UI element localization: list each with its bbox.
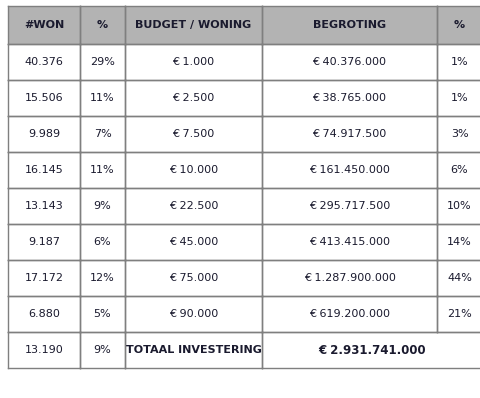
- Text: 9.989: 9.989: [28, 129, 60, 139]
- Text: € 413.415.000: € 413.415.000: [309, 237, 390, 247]
- Text: 5%: 5%: [94, 309, 111, 319]
- Text: € 45.000: € 45.000: [169, 237, 218, 247]
- Bar: [80, 224, 125, 260]
- Bar: [437, 152, 480, 188]
- Bar: [8, 188, 80, 224]
- Bar: [8, 6, 80, 44]
- Text: 11%: 11%: [90, 165, 115, 175]
- Bar: [8, 80, 80, 116]
- Text: € 1.287.900.000: € 1.287.900.000: [303, 273, 396, 283]
- Bar: [125, 260, 262, 296]
- Bar: [125, 44, 262, 80]
- Text: € 75.000: € 75.000: [169, 273, 218, 283]
- Bar: [125, 188, 262, 224]
- Text: 7%: 7%: [94, 129, 111, 139]
- Bar: [262, 296, 437, 332]
- Text: 13.190: 13.190: [24, 345, 63, 355]
- Bar: [8, 152, 80, 188]
- Text: € 22.500: € 22.500: [169, 201, 218, 211]
- Bar: [125, 332, 262, 368]
- Text: BEGROTING: BEGROTING: [313, 20, 386, 30]
- Bar: [262, 152, 437, 188]
- Bar: [125, 6, 262, 44]
- Text: 9%: 9%: [94, 201, 111, 211]
- Bar: [437, 116, 480, 152]
- Text: € 10.000: € 10.000: [169, 165, 218, 175]
- Text: € 295.717.500: € 295.717.500: [309, 201, 390, 211]
- Text: BUDGET / WONING: BUDGET / WONING: [135, 20, 252, 30]
- Text: € 7.500: € 7.500: [172, 129, 215, 139]
- Text: %: %: [97, 20, 108, 30]
- Bar: [8, 260, 80, 296]
- Text: 15.506: 15.506: [24, 93, 63, 103]
- Text: € 38.765.000: € 38.765.000: [312, 93, 386, 103]
- Text: #WON: #WON: [24, 20, 64, 30]
- Bar: [125, 152, 262, 188]
- Text: 13.143: 13.143: [24, 201, 63, 211]
- Bar: [262, 188, 437, 224]
- Text: 12%: 12%: [90, 273, 115, 283]
- Bar: [8, 44, 80, 80]
- Text: 16.145: 16.145: [24, 165, 63, 175]
- Bar: [8, 224, 80, 260]
- Bar: [262, 224, 437, 260]
- Bar: [262, 260, 437, 296]
- Bar: [437, 6, 480, 44]
- Text: € 40.376.000: € 40.376.000: [312, 57, 386, 67]
- Text: 40.376: 40.376: [24, 57, 63, 67]
- Text: %: %: [454, 20, 465, 30]
- Bar: [437, 224, 480, 260]
- Text: 10%: 10%: [447, 201, 472, 211]
- Bar: [262, 116, 437, 152]
- Bar: [80, 296, 125, 332]
- Text: 21%: 21%: [447, 309, 472, 319]
- Text: 6.880: 6.880: [28, 309, 60, 319]
- Text: € 90.000: € 90.000: [169, 309, 218, 319]
- Text: 6%: 6%: [94, 237, 111, 247]
- Text: 9.187: 9.187: [28, 237, 60, 247]
- Text: 1%: 1%: [451, 57, 468, 67]
- Bar: [262, 332, 480, 368]
- Bar: [8, 332, 80, 368]
- Bar: [80, 332, 125, 368]
- Text: € 2.931.741.000: € 2.931.741.000: [318, 343, 426, 357]
- Bar: [125, 80, 262, 116]
- Bar: [80, 116, 125, 152]
- Text: 1%: 1%: [451, 93, 468, 103]
- Bar: [262, 80, 437, 116]
- Bar: [262, 6, 437, 44]
- Bar: [8, 296, 80, 332]
- Bar: [80, 80, 125, 116]
- Text: 14%: 14%: [447, 237, 472, 247]
- Bar: [8, 116, 80, 152]
- Bar: [80, 188, 125, 224]
- Bar: [437, 260, 480, 296]
- Bar: [125, 224, 262, 260]
- Text: 11%: 11%: [90, 93, 115, 103]
- Text: TOTAAL INVESTERING: TOTAAL INVESTERING: [126, 345, 262, 355]
- Bar: [262, 44, 437, 80]
- Bar: [125, 296, 262, 332]
- Text: € 619.200.000: € 619.200.000: [309, 309, 390, 319]
- Text: 3%: 3%: [451, 129, 468, 139]
- Bar: [437, 44, 480, 80]
- Text: € 161.450.000: € 161.450.000: [309, 165, 390, 175]
- Bar: [437, 296, 480, 332]
- Text: € 74.917.500: € 74.917.500: [312, 129, 386, 139]
- Bar: [80, 44, 125, 80]
- Text: 44%: 44%: [447, 273, 472, 283]
- Text: € 2.500: € 2.500: [172, 93, 215, 103]
- Text: 29%: 29%: [90, 57, 115, 67]
- Text: 9%: 9%: [94, 345, 111, 355]
- Bar: [125, 116, 262, 152]
- Bar: [80, 152, 125, 188]
- Bar: [80, 6, 125, 44]
- Bar: [80, 260, 125, 296]
- Text: 17.172: 17.172: [24, 273, 63, 283]
- Text: 6%: 6%: [451, 165, 468, 175]
- Bar: [437, 188, 480, 224]
- Text: € 1.000: € 1.000: [172, 57, 215, 67]
- Bar: [437, 80, 480, 116]
